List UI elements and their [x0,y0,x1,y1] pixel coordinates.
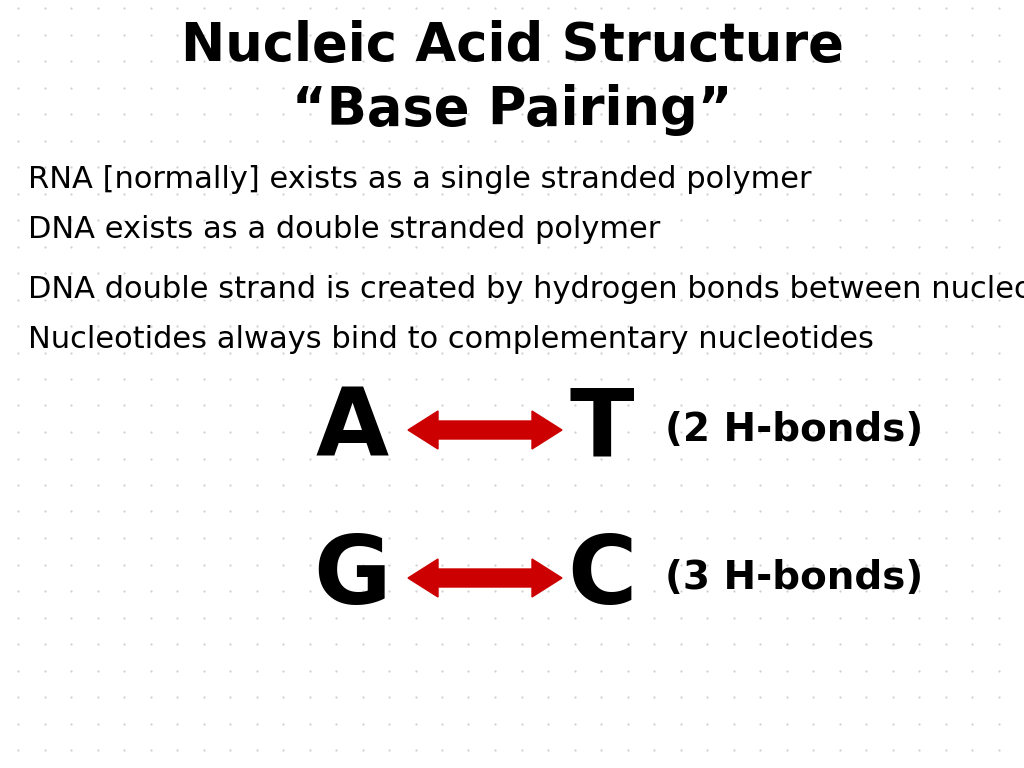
Polygon shape [408,411,562,449]
Text: (2 H-bonds): (2 H-bonds) [665,411,924,449]
Text: RNA [normally] exists as a single stranded polymer: RNA [normally] exists as a single strand… [28,165,812,194]
Text: “Base Pairing”: “Base Pairing” [292,84,732,136]
Text: DNA double strand is created by hydrogen bonds between nucleotides: DNA double strand is created by hydrogen… [28,276,1024,304]
Text: G: G [313,532,391,624]
Text: Nucleotides always bind to complementary nucleotides: Nucleotides always bind to complementary… [28,326,873,355]
Polygon shape [408,559,562,597]
Text: Nucleic Acid Structure: Nucleic Acid Structure [180,20,844,72]
Text: DNA exists as a double stranded polymer: DNA exists as a double stranded polymer [28,216,660,244]
Text: (3 H-bonds): (3 H-bonds) [665,559,924,597]
Text: T: T [569,384,634,476]
Text: C: C [567,532,637,624]
Text: A: A [315,384,388,476]
